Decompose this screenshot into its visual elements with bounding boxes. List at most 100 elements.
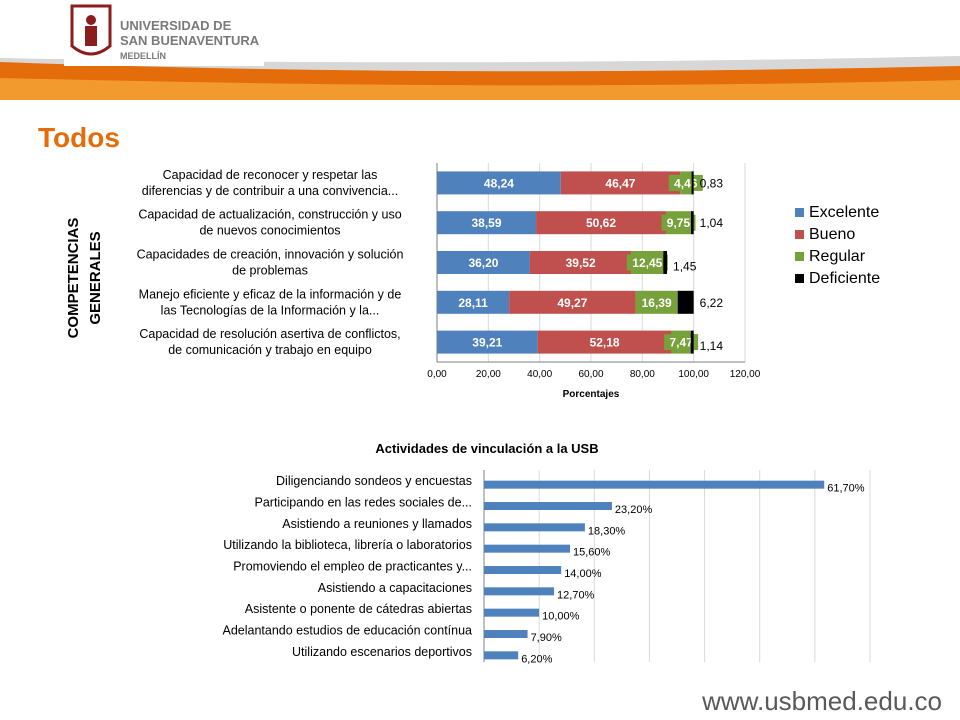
category-label-line1: Capacidad de reconocer y respetar las	[163, 168, 378, 182]
category-label: Adelantando estudios de educación contín…	[223, 624, 473, 638]
legend-label-bueno: Bueno	[809, 226, 855, 243]
data-label-box	[668, 174, 703, 191]
bar	[484, 566, 562, 574]
legend-label-deficiente: Deficiente	[809, 270, 880, 287]
bar	[484, 608, 540, 617]
category-label-line1: Capacidad de resolución asertiva de conf…	[139, 327, 400, 341]
legend-swatch-excelente	[795, 208, 804, 217]
data-label-box	[636, 294, 678, 311]
bar	[484, 587, 555, 596]
data-label: 6,22	[700, 296, 724, 310]
legend-swatch-deficiente	[795, 274, 804, 283]
category-label: Participando en las redes sociales de...	[255, 496, 473, 510]
data-label-box	[584, 334, 626, 351]
data-label: 12,70%	[557, 589, 595, 601]
x-tick-label: 100,00	[678, 369, 709, 380]
category-label-line2: de problemas	[232, 264, 308, 278]
data-label-box	[626, 254, 668, 271]
bar-deficiente	[663, 251, 668, 274]
header-graphic: UNIVERSIDAD DE SAN BUENAVENTURA MEDELLÍN	[0, 0, 960, 100]
legend-label-regular: Regular	[809, 248, 866, 265]
x-tick-label: 0,00	[427, 369, 447, 380]
data-label: 1,04	[700, 216, 724, 230]
data-label: 0,83	[700, 176, 724, 190]
data-label: 7,47	[669, 336, 693, 350]
university-name-line1: UNIVERSIDAD DE	[120, 18, 232, 33]
university-name-line3: MEDELLÍN	[120, 51, 166, 61]
x-tick-label: 80,00	[630, 369, 655, 380]
data-label: 49,27	[557, 296, 587, 310]
x-tick-label: 40,00	[527, 369, 552, 380]
data-label: 7,90%	[531, 632, 562, 644]
chart-title: Actividades de vinculación a la USB	[375, 441, 598, 456]
y-axis-label-line1: COMPETENCIAS	[65, 218, 82, 339]
bar	[484, 502, 612, 510]
x-axis-label: Porcentajes	[563, 389, 620, 400]
category-label: Diligenciando sondeos y encuestas	[276, 474, 472, 488]
actividades-chart: Actividades de vinculación a la USB Dilig…	[223, 441, 871, 665]
y-axis-label-line2: GENERALES	[87, 231, 104, 324]
bar	[484, 651, 519, 660]
data-label-box	[661, 214, 696, 231]
category-label: Asistiendo a reuniones y llamados	[282, 517, 472, 531]
data-label: 12,45	[632, 256, 662, 270]
category-label-line2: de nuevos conocimientos	[199, 224, 340, 238]
data-label: 1,45	[673, 260, 697, 274]
data-label-box	[560, 254, 602, 271]
footer-url[interactable]: www.usbmed.edu.co	[702, 686, 942, 716]
data-label: 15,60%	[573, 547, 611, 559]
data-label: 6,20%	[521, 653, 552, 665]
data-label: 38,59	[472, 216, 502, 230]
data-label: 48,24	[484, 176, 514, 190]
header-banner: UNIVERSIDAD DE SAN BUENAVENTURA MEDELLÍN	[0, 0, 960, 100]
bar	[484, 544, 571, 553]
data-label: 10,00%	[542, 611, 580, 623]
competencias-chart: 0,00 20,00 40,00 60,00 80,00 100,00 120,00 Porc…	[65, 163, 880, 400]
category-label: Utilizando la biblioteca, librería o lab…	[223, 538, 472, 552]
legend-label-excelente: Excelente	[809, 204, 879, 221]
data-label-box	[466, 214, 508, 231]
university-shield-icon	[70, 4, 112, 56]
data-label: 16,39	[642, 296, 672, 310]
data-label-box	[462, 254, 504, 271]
bar-deficiente	[691, 171, 694, 195]
data-label: 52,18	[590, 336, 620, 350]
x-tick-label: 120,00	[730, 369, 761, 380]
data-label: 39,21	[472, 336, 502, 350]
data-label: 36,20	[468, 256, 498, 270]
category-label: Asistente o ponente de cátedras abiertas	[245, 602, 472, 616]
data-label: 4,46	[674, 176, 698, 190]
data-label: 14,00%	[564, 568, 602, 580]
data-label: 61,70%	[827, 483, 865, 495]
data-label: 28,11	[458, 296, 488, 310]
category-label-line1: Capacidad de actualización, construcción…	[138, 208, 401, 222]
data-label-box	[664, 334, 699, 351]
page-title: Todos	[38, 122, 120, 153]
data-label-box	[478, 174, 520, 191]
data-label-box	[452, 294, 494, 311]
category-label: Promoviendo el empleo de practicantes y.…	[233, 560, 472, 574]
category-label-line1: Manejo eficiente y eficaz de la informac…	[139, 287, 402, 301]
data-label: 50,62	[586, 216, 616, 230]
category-label: Utilizando escenarios deportivos	[292, 645, 472, 659]
university-name-line2: SAN BUENAVENTURA	[120, 33, 260, 48]
bar-deficiente	[690, 211, 694, 235]
data-label: 1,14	[700, 339, 724, 353]
data-label-box	[551, 294, 593, 311]
legend-swatch-bueno	[795, 230, 804, 239]
data-label-box	[580, 214, 622, 231]
bar	[484, 630, 528, 638]
data-label-box	[599, 174, 641, 191]
x-tick-label: 20,00	[476, 369, 501, 380]
legend-swatch-regular	[795, 252, 804, 261]
data-label: 39,52	[566, 256, 596, 270]
bar-deficiente	[690, 330, 694, 354]
category-label: Asistiendo a capacitaciones	[318, 581, 472, 595]
bar	[484, 523, 585, 532]
x-tick-label: 60,00	[578, 369, 603, 380]
data-label: 9,75	[667, 216, 691, 230]
bar-deficiente	[677, 290, 694, 314]
data-label-box	[466, 334, 508, 351]
data-label: 18,30%	[588, 525, 626, 537]
category-label-line1: Capacidades de creación, innovación y so…	[137, 248, 404, 262]
